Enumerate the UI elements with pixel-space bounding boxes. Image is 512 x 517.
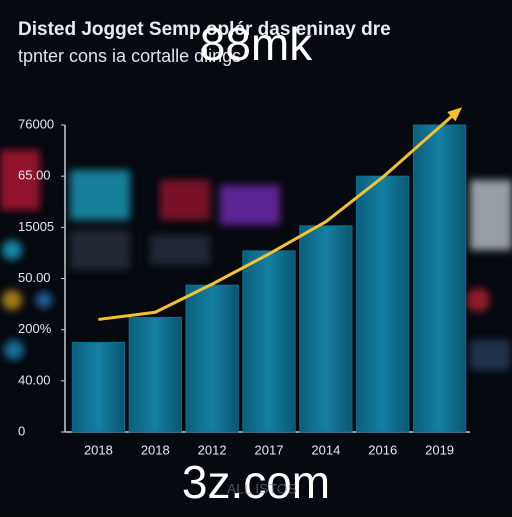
x-tick-label: 2014 xyxy=(311,442,340,457)
y-tick-label: 76000 xyxy=(18,116,54,131)
chart-subtitle: tpnter cons ia cortalle dlings xyxy=(18,46,241,66)
bar xyxy=(71,341,126,433)
trend-arrow-head xyxy=(447,107,463,122)
chart-title: Disted Jogget Semp oplér das eninay dre xyxy=(18,19,391,40)
trend-line xyxy=(98,125,441,321)
y-tick-label: 200% xyxy=(18,321,52,336)
x-tick-label: 2017 xyxy=(255,442,284,457)
watermark: 3z.com xyxy=(182,456,330,508)
background-decor xyxy=(0,150,512,370)
x-tick-label: 2019 xyxy=(425,442,454,457)
y-tick-label: 50.00 xyxy=(18,270,51,285)
bar xyxy=(242,250,296,433)
y-tick-label: 65.00 xyxy=(18,168,51,183)
y-tick-label: 40.00 xyxy=(18,372,51,387)
bar xyxy=(128,316,182,433)
x-tick-label: 2016 xyxy=(368,442,397,457)
watermark: 88mk xyxy=(200,18,313,70)
bar xyxy=(185,284,239,433)
bar xyxy=(356,175,410,433)
x-tick-label: 2012 xyxy=(198,442,227,457)
bar xyxy=(412,124,467,433)
x-tick-label: 2018 xyxy=(84,442,113,457)
y-tick-label: 15005 xyxy=(18,219,54,234)
x-tick-label: 2018 xyxy=(141,442,170,457)
y-tick-label: 0 xyxy=(18,423,25,438)
bar xyxy=(299,225,353,433)
footer: ALL ISTOS xyxy=(227,481,297,497)
